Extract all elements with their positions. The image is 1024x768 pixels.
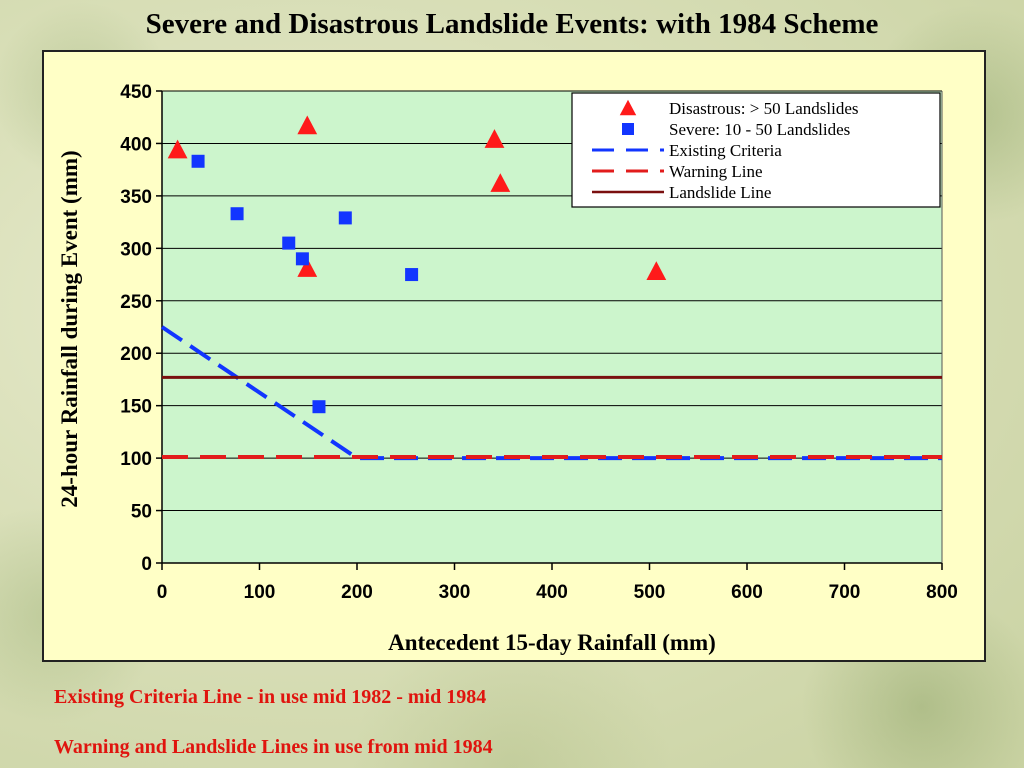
x-tick-label: 100: [244, 582, 276, 603]
legend-label: Disastrous: > 50 Landslides: [669, 99, 859, 118]
severe-point: [191, 154, 205, 168]
x-tick-label: 500: [634, 582, 666, 603]
severe-point: [405, 268, 419, 282]
disastrous-point: [490, 173, 511, 192]
disastrous-point: [297, 115, 318, 135]
severe-point: [295, 252, 309, 266]
slide-title: Severe and Disastrous Landslide Events: …: [145, 8, 879, 40]
axes: 0 50 100 150 200 250 300 350 400 450 0 100 200 300 400…: [120, 82, 958, 603]
x-tick-label: 300: [439, 582, 471, 603]
disastrous-point: [484, 129, 505, 148]
scatter-chart: 0 50 100 150 200 250 300 350 400 450 0 100 200 300 400…: [57, 82, 958, 655]
x-tick-label: 600: [731, 582, 763, 603]
chart-frame: 0 50 100 150 200 250 300 350 400 450 0 100 200 300 400…: [42, 50, 986, 662]
y-tick-label: 300: [120, 239, 152, 260]
legend-label: Existing Criteria: [669, 141, 782, 160]
y-tick-label: 450: [120, 82, 152, 103]
y-tick-label: 350: [120, 187, 152, 208]
disastrous-point: [167, 139, 188, 159]
y-tick-label: 150: [120, 397, 152, 418]
x-tick-label: 0: [157, 582, 168, 603]
caption-existing-criteria: Existing Criteria Line - in use mid 1982…: [54, 686, 487, 708]
y-tick-label: 400: [120, 134, 152, 155]
severe-point: [230, 207, 244, 221]
legend-label: Warning Line: [669, 162, 763, 181]
y-tick-label: 50: [131, 502, 152, 523]
x-tick-label: 700: [829, 582, 861, 603]
y-tick-label: 250: [120, 292, 152, 313]
y-tick-label: 100: [120, 449, 152, 470]
caption-warning-landslide: Warning and Landslide Lines in use from …: [54, 736, 493, 758]
data-series: [160, 115, 942, 461]
severe-point: [338, 211, 352, 225]
x-tick-label: 200: [341, 582, 373, 603]
disastrous-point: [646, 261, 667, 281]
legend-triangle-marker: [619, 99, 637, 116]
y-tick-label: 200: [120, 344, 152, 365]
legend: Disastrous: > 50 Landslides Severe: 10 - …: [571, 92, 941, 208]
x-axis-title: Antecedent 15-day Rainfall (mm): [388, 630, 716, 655]
x-tick-label: 400: [536, 582, 568, 603]
legend-label: Severe: 10 - 50 Landslides: [669, 120, 850, 139]
y-tick-label: 0: [141, 554, 152, 575]
disastrous-point: [297, 258, 318, 277]
legend-label: Landslide Line: [669, 183, 771, 202]
severe-point: [282, 236, 296, 250]
y-axis-title: 24-hour Rainfall during Event (mm): [57, 150, 82, 507]
legend-square-marker: [622, 123, 634, 135]
x-tick-label: 800: [926, 582, 958, 603]
severe-point: [312, 400, 326, 414]
